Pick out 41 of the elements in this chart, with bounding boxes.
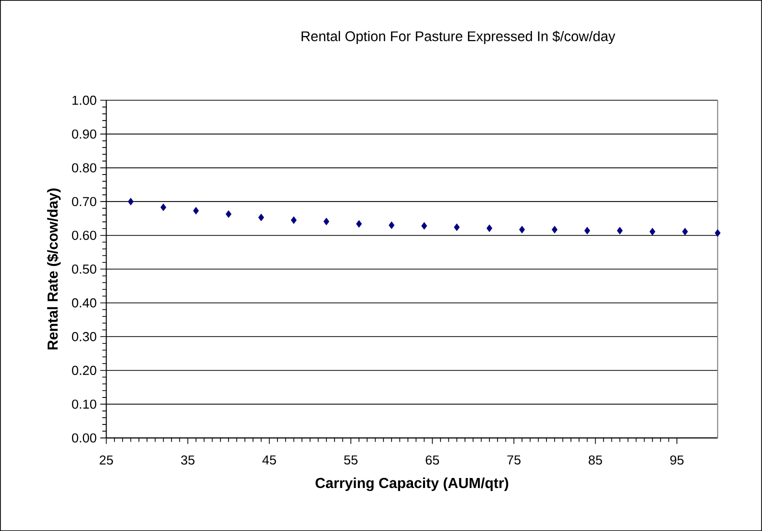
point <box>714 229 721 237</box>
y-tick-label: 0.30 <box>72 332 96 342</box>
point <box>682 228 688 236</box>
point <box>454 223 460 231</box>
point <box>193 206 199 214</box>
point <box>160 203 166 212</box>
x-tick-label: 95 <box>670 455 684 465</box>
point <box>258 214 264 222</box>
y-tick-label: 0.20 <box>72 366 96 375</box>
point <box>226 210 232 218</box>
y-axis-title: Rental Rate ($/cow/day) <box>46 188 61 350</box>
x-tick-label: 45 <box>262 455 276 464</box>
y-tick-label: 0.50 <box>72 264 96 274</box>
chart-title: Rental Option For Pasture Expressed In $/cow/day <box>302 30 616 44</box>
point <box>388 221 394 229</box>
point <box>486 224 492 232</box>
y-tick-label: 0.00 <box>72 433 96 442</box>
point <box>128 198 134 206</box>
x-tick-label: 65 <box>426 455 440 465</box>
y-tick-label: 0.90 <box>72 129 96 139</box>
point <box>519 226 525 234</box>
y-tick-label: 0.70 <box>72 196 96 206</box>
point <box>552 226 558 234</box>
point <box>421 222 428 230</box>
y-tick-label: 0.40 <box>72 298 96 308</box>
x-tick-label: 35 <box>181 455 194 465</box>
x-tick-label: 85 <box>588 455 602 465</box>
point <box>356 220 362 228</box>
point <box>650 228 656 236</box>
x-tick-label: 75 <box>507 455 521 464</box>
y-tick-label: 0.60 <box>72 230 96 240</box>
y-tick-label: 0.10 <box>72 399 96 409</box>
y-tick-label: 1.00 <box>72 96 96 105</box>
x-tick-label: 55 <box>344 455 358 464</box>
x-axis-title: Carrying Capacity (AUM/qtr) <box>316 477 508 491</box>
point <box>290 216 297 224</box>
point <box>323 218 330 226</box>
point <box>616 226 623 234</box>
x-tick-label: 25 <box>100 455 113 465</box>
point <box>584 226 590 234</box>
y-tick-label: 0.80 <box>72 163 96 172</box>
